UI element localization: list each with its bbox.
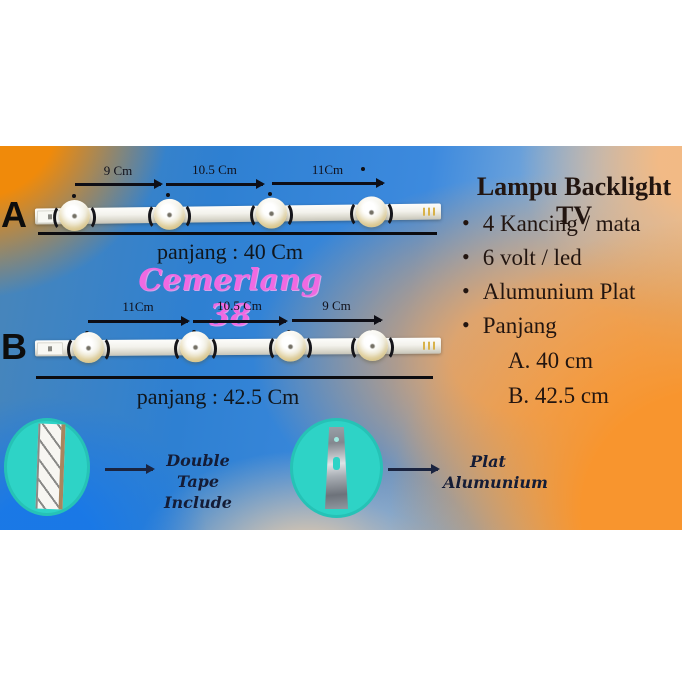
led-lens	[179, 331, 212, 363]
measurement-label: 11Cm	[122, 299, 154, 314]
spec-sub-item: A. 40 cm	[508, 348, 593, 373]
double-tape-strip	[35, 423, 66, 510]
caption-line: Double Tape	[166, 451, 230, 491]
caption-line: Alumunium	[443, 473, 548, 492]
measurement-label: 9 Cm	[103, 163, 133, 178]
gradient-panel: A 9 Cm 10.5 Cm 11Cm panjang : 40 Cm Ceme…	[0, 146, 682, 530]
brand-watermark: Cemerlang 38	[138, 263, 322, 333]
spec-item: • 6 volt / led	[462, 244, 582, 270]
marker-dot-icon	[166, 193, 170, 197]
spec-item: • Panjang	[462, 312, 557, 338]
led-lens	[58, 199, 91, 232]
marker-dot-icon	[268, 192, 272, 196]
spec-item-label: Alumunium Plat	[482, 279, 636, 304]
aluminium-plate-photo	[290, 418, 383, 518]
caption-line: Include	[164, 493, 232, 512]
strip-connector	[36, 342, 64, 356]
led-lens	[356, 329, 389, 362]
measurement-arrow-icon	[166, 179, 265, 189]
measurement-arrow-icon	[88, 316, 190, 326]
led-lens	[153, 198, 186, 231]
callout-arrow-icon	[388, 464, 440, 473]
measurement-label: 11Cm	[311, 162, 344, 177]
spec-item-label: 6 volt / led	[482, 245, 582, 270]
spec-item-label: Panjang	[482, 313, 557, 338]
marker-dot-icon	[72, 194, 76, 198]
strip-contacts	[422, 341, 439, 350]
spec-sub-item: B. 42.5 cm	[508, 383, 609, 408]
spec-item: • 4 Kancing / mata	[462, 210, 641, 236]
measurement-arrow-icon	[193, 316, 288, 326]
led-lens	[274, 330, 307, 362]
strip-contacts	[422, 207, 439, 216]
aluminium-plate-caption: Plat Alumunium	[443, 451, 548, 493]
strip-b-length-label: panjang : 42.5 Cm	[136, 384, 300, 409]
bullet-icon: •	[462, 278, 470, 303]
bullet-icon: •	[462, 312, 470, 337]
measurement-label: 10.5 Cm	[217, 298, 262, 313]
bullet-icon: •	[462, 244, 470, 269]
length-line	[38, 232, 437, 235]
double-tape-caption: Double Tape Include	[146, 450, 250, 513]
measurement-label: 9 Cm	[322, 298, 351, 313]
strip-b-label: B	[1, 326, 27, 367]
marker-dot-icon	[361, 167, 365, 171]
spec-item-label: 4 Kancing / mata	[482, 211, 641, 236]
product-title: Lampu Backlight TV	[476, 172, 672, 230]
measurement-label: 10.5 Cm	[192, 162, 237, 177]
spec-item: • Alumunium Plat	[462, 278, 636, 304]
led-lens	[255, 197, 288, 229]
caption-line: Plat	[470, 452, 506, 471]
measurement-arrow-icon	[75, 179, 163, 189]
strip-a-length-label: panjang : 40 Cm	[156, 239, 304, 264]
measurement-arrow-icon	[292, 315, 383, 325]
measurement-arrow-icon	[272, 178, 385, 188]
led-lens	[355, 196, 388, 228]
led-strip-photo-b	[34, 329, 442, 364]
bullet-icon: •	[462, 210, 470, 235]
aluminium-plate-strip	[325, 427, 348, 509]
callout-arrow-icon	[105, 464, 155, 473]
length-line	[36, 376, 433, 379]
led-lens	[72, 331, 105, 364]
led-strip-photo-a	[34, 196, 442, 232]
strip-a-label: A	[1, 194, 27, 235]
double-tape-photo	[4, 418, 90, 516]
